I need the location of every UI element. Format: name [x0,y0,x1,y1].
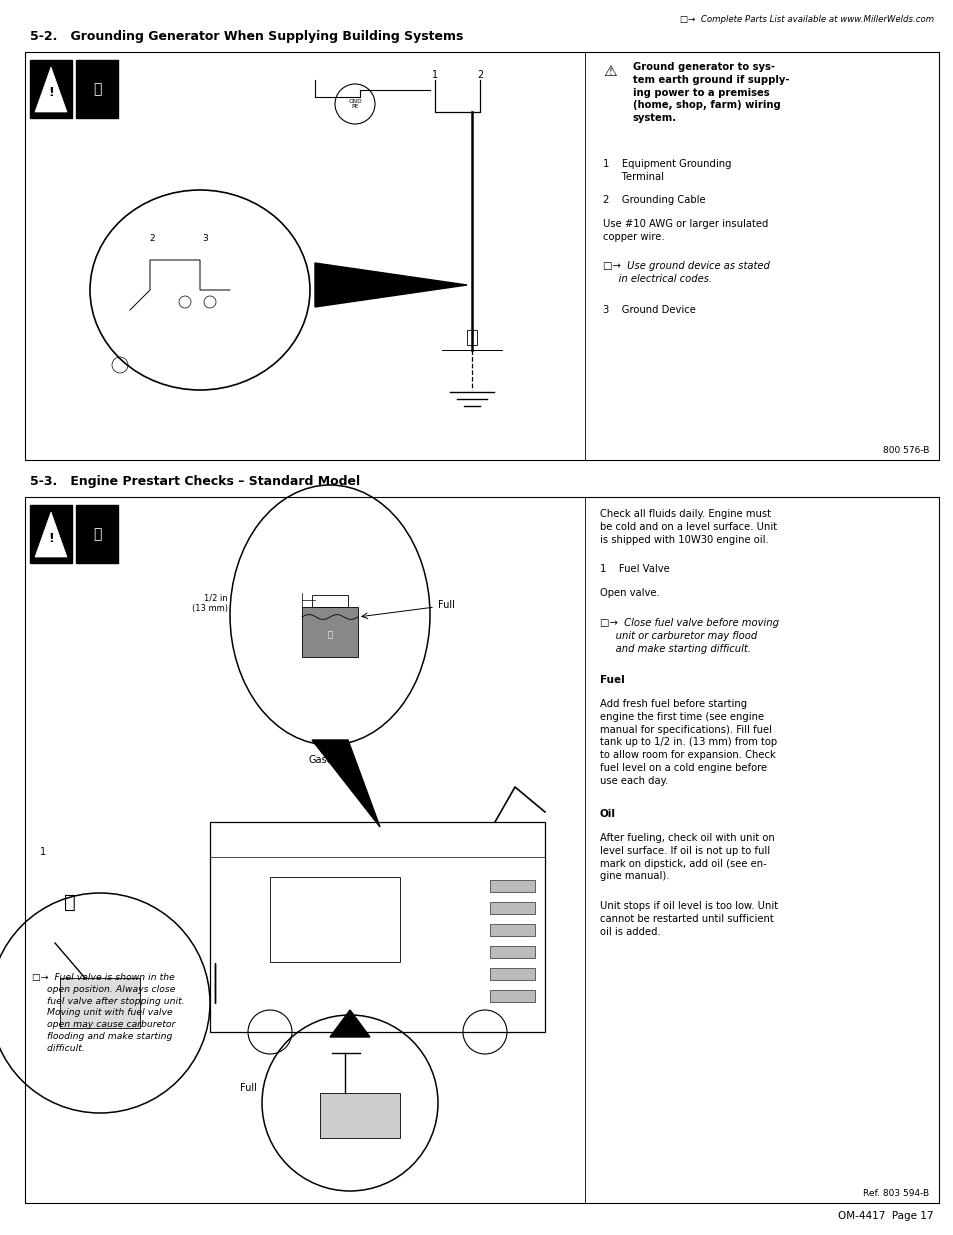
Text: Ref. 803 594-B: Ref. 803 594-B [862,1189,928,1198]
Text: □→  Use ground device as stated
     in electrical codes.: □→ Use ground device as stated in electr… [602,261,769,284]
Text: 1: 1 [40,847,46,857]
Text: OM-4417  Page 17: OM-4417 Page 17 [838,1212,933,1221]
Text: 3: 3 [202,233,208,242]
Text: □→  Complete Parts List available at www.MillerWelds.com: □→ Complete Parts List available at www.… [679,15,933,23]
Bar [319,1093,399,1137]
Polygon shape [35,67,67,112]
Text: 2: 2 [476,70,482,80]
Text: Oil: Oil [599,809,616,819]
Text: Unit stops if oil level is too low. Unit
cannot be restarted until sufficient
oi: Unit stops if oil level is too low. Unit… [599,902,778,936]
Text: □→  Fuel valve is shown in the
     open position. Always close
     fuel valve : □→ Fuel valve is shown in the open posit… [32,973,185,1052]
Bar [490,990,535,1002]
Text: After fueling, check oil with unit on
level surface. If oil is not up to full
ma: After fueling, check oil with unit on le… [599,832,774,882]
Text: !: ! [48,86,53,100]
Bar [490,924,535,936]
Text: 🏃: 🏃 [92,82,101,96]
Bar [312,595,348,606]
Text: 🔥: 🔥 [92,527,101,541]
Text: Gasoline: Gasoline [309,755,351,764]
Text: GND
PE: GND PE [348,99,361,109]
Text: Add fresh fuel before starting
engine the first time (see engine
manual for spec: Add fresh fuel before starting engine th… [599,699,777,785]
Text: Check all fluids daily. Engine must
be cold and on a level surface. Unit
is ship: Check all fluids daily. Engine must be c… [599,509,777,545]
Text: !: ! [48,531,53,545]
Text: Open valve.: Open valve. [599,588,659,598]
Text: ⛽: ⛽ [64,893,76,911]
Text: ⚠: ⚠ [602,64,616,79]
Bar [60,978,140,1028]
Text: 1/2 in
(13 mm): 1/2 in (13 mm) [192,593,228,613]
Bar [270,877,399,962]
Bar [30,61,71,119]
Text: 5-3.   Engine Prestart Checks – Standard Model: 5-3. Engine Prestart Checks – Standard M… [30,475,359,488]
Bar [25,52,938,459]
Bar [30,505,71,563]
Polygon shape [35,513,67,557]
Bar [490,902,535,914]
Polygon shape [312,740,379,827]
Text: □→  Close fuel valve before moving
     unit or carburetor may flood
     and ma: □→ Close fuel valve before moving unit o… [599,618,779,653]
Text: 2    Grounding Cable: 2 Grounding Cable [602,195,705,205]
Bar [76,505,118,563]
Text: Full: Full [240,1083,256,1093]
Text: 5-2.   Grounding Generator When Supplying Building Systems: 5-2. Grounding Generator When Supplying … [30,30,463,43]
Text: Ground generator to sys-
tem earth ground if supply-
ing power to a premises
(ho: Ground generator to sys- tem earth groun… [633,62,789,124]
Bar [25,496,938,1203]
Bar [490,968,535,981]
Text: 1    Fuel Valve: 1 Fuel Valve [599,564,669,574]
Text: 2: 2 [149,233,154,242]
Bar [210,823,544,1032]
Bar [490,946,535,958]
Bar [490,881,535,892]
Polygon shape [314,263,467,308]
Bar [302,606,357,657]
Bar [76,61,118,119]
Text: 1    Equipment Grounding
      Terminal: 1 Equipment Grounding Terminal [602,159,731,182]
Text: 800 576-B: 800 576-B [882,446,928,454]
Polygon shape [330,1010,370,1037]
Bar [467,330,476,345]
Text: Fuel: Fuel [599,676,624,685]
Text: 3    Ground Device: 3 Ground Device [602,305,695,315]
Text: 1: 1 [432,70,437,80]
Text: Full: Full [437,600,455,610]
Text: Use #10 AWG or larger insulated
copper wire.: Use #10 AWG or larger insulated copper w… [602,219,767,242]
Text: 🔒: 🔒 [327,631,333,640]
